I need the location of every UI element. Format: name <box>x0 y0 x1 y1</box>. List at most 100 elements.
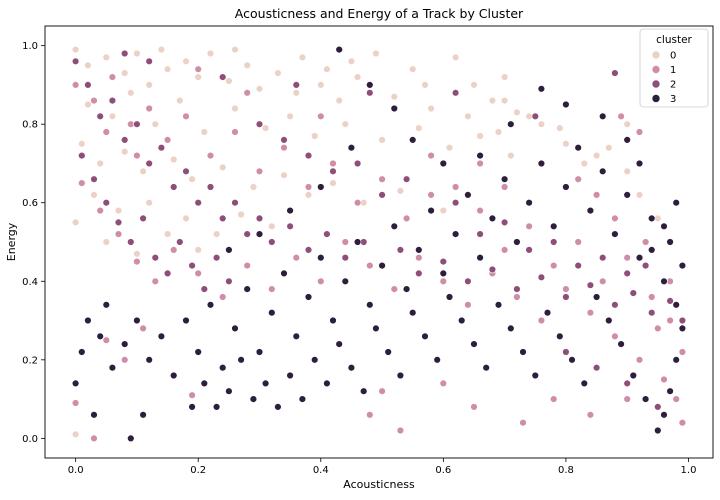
point-cluster-3 <box>96 332 104 340</box>
x-tick-label: 0.0 <box>68 465 84 476</box>
point-cluster-1 <box>525 222 533 231</box>
point-cluster-3 <box>464 191 472 199</box>
point-cluster-3 <box>212 403 221 411</box>
point-cluster-2 <box>366 89 374 97</box>
point-cluster-2 <box>280 136 288 144</box>
point-cluster-3 <box>292 332 300 340</box>
point-cluster-1 <box>329 159 337 168</box>
point-cluster-2 <box>439 257 447 266</box>
point-cluster-2 <box>114 218 123 227</box>
point-cluster-2 <box>451 89 460 97</box>
point-cluster-0 <box>151 120 160 128</box>
x-tick-label: 0.2 <box>190 465 206 476</box>
point-cluster-3 <box>347 364 356 372</box>
point-cluster-0 <box>212 230 221 238</box>
legend-marker-1 <box>651 65 661 74</box>
point-cluster-1 <box>427 191 435 199</box>
point-cluster-1 <box>415 254 423 262</box>
point-cluster-0 <box>427 104 435 113</box>
point-cluster-3 <box>439 159 447 168</box>
point-cluster-2 <box>341 254 349 262</box>
point-cluster-3 <box>231 324 239 333</box>
point-cluster-0 <box>390 92 398 101</box>
point-cluster-1 <box>678 348 687 356</box>
point-cluster-3 <box>562 100 570 109</box>
point-cluster-3 <box>206 301 215 309</box>
point-cluster-3 <box>390 222 398 231</box>
point-cluster-3 <box>654 426 662 435</box>
point-cluster-0 <box>556 124 564 132</box>
x-tick-label: 0.8 <box>558 465 574 476</box>
point-cluster-1 <box>366 261 374 270</box>
point-cluster-3 <box>543 309 552 317</box>
point-cluster-1 <box>90 434 98 443</box>
point-cluster-1 <box>623 254 631 262</box>
legend-marker-3 <box>651 94 661 103</box>
point-cluster-1 <box>427 151 435 160</box>
point-cluster-1 <box>292 254 300 262</box>
point-cluster-1 <box>611 214 619 223</box>
point-cluster-3 <box>102 301 111 309</box>
point-cluster-1 <box>678 419 687 427</box>
point-cluster-1 <box>102 336 111 344</box>
point-cluster-2 <box>562 348 570 356</box>
point-cluster-0 <box>507 151 515 160</box>
point-cluster-3 <box>439 269 447 278</box>
point-cluster-1 <box>476 159 484 168</box>
point-cluster-0 <box>96 159 104 168</box>
point-cluster-3 <box>372 324 380 333</box>
point-cluster-2 <box>84 81 92 89</box>
point-cluster-0 <box>231 45 239 54</box>
plot-area <box>71 45 687 443</box>
point-cluster-2 <box>451 199 460 207</box>
point-cluster-0 <box>71 430 80 439</box>
point-cluster-1 <box>120 356 129 364</box>
point-cluster-3 <box>586 206 595 215</box>
point-cluster-2 <box>641 261 650 270</box>
point-cluster-1 <box>660 375 668 384</box>
point-cluster-0 <box>494 128 503 136</box>
point-cluster-1 <box>574 175 582 183</box>
point-cluster-1 <box>90 96 98 105</box>
point-cluster-2 <box>592 364 601 372</box>
point-cluster-1 <box>243 89 251 97</box>
legend-label-0: 0 <box>670 51 676 62</box>
point-cluster-1 <box>102 128 111 136</box>
point-cluster-3 <box>255 230 264 238</box>
point-cluster-3 <box>396 371 405 380</box>
point-cluster-0 <box>219 163 227 172</box>
point-cluster-3 <box>366 301 374 309</box>
point-cluster-1 <box>78 179 86 187</box>
point-cluster-0 <box>378 136 386 144</box>
point-cluster-0 <box>78 140 86 148</box>
point-cluster-2 <box>611 69 619 77</box>
point-cluster-0 <box>231 104 239 113</box>
point-cluster-1 <box>145 104 153 113</box>
point-cluster-1 <box>611 332 619 340</box>
point-cluster-0 <box>335 96 343 105</box>
point-cluster-3 <box>549 222 558 231</box>
point-cluster-0 <box>194 246 202 254</box>
point-cluster-3 <box>78 348 86 356</box>
point-cluster-0 <box>421 81 429 89</box>
point-cluster-2 <box>678 316 687 325</box>
legend-marker-2 <box>651 79 661 89</box>
point-cluster-1 <box>549 261 558 270</box>
point-cluster-1 <box>243 261 251 270</box>
point-cluster-3 <box>519 348 527 356</box>
plot-frame <box>44 25 714 459</box>
point-cluster-0 <box>102 53 111 62</box>
chart-title: Acousticness and Energy of a Track by Cl… <box>235 6 524 21</box>
point-cluster-1 <box>635 128 644 136</box>
point-cluster-1 <box>549 395 558 403</box>
point-cluster-3 <box>415 246 423 254</box>
y-tick-label: 0.0 <box>22 434 38 445</box>
point-cluster-0 <box>329 179 337 187</box>
point-cluster-0 <box>623 120 631 128</box>
point-cluster-2 <box>488 265 497 274</box>
point-cluster-1 <box>231 128 239 136</box>
point-cluster-2 <box>90 175 98 183</box>
point-cluster-1 <box>317 277 325 285</box>
point-cluster-0 <box>635 191 644 199</box>
